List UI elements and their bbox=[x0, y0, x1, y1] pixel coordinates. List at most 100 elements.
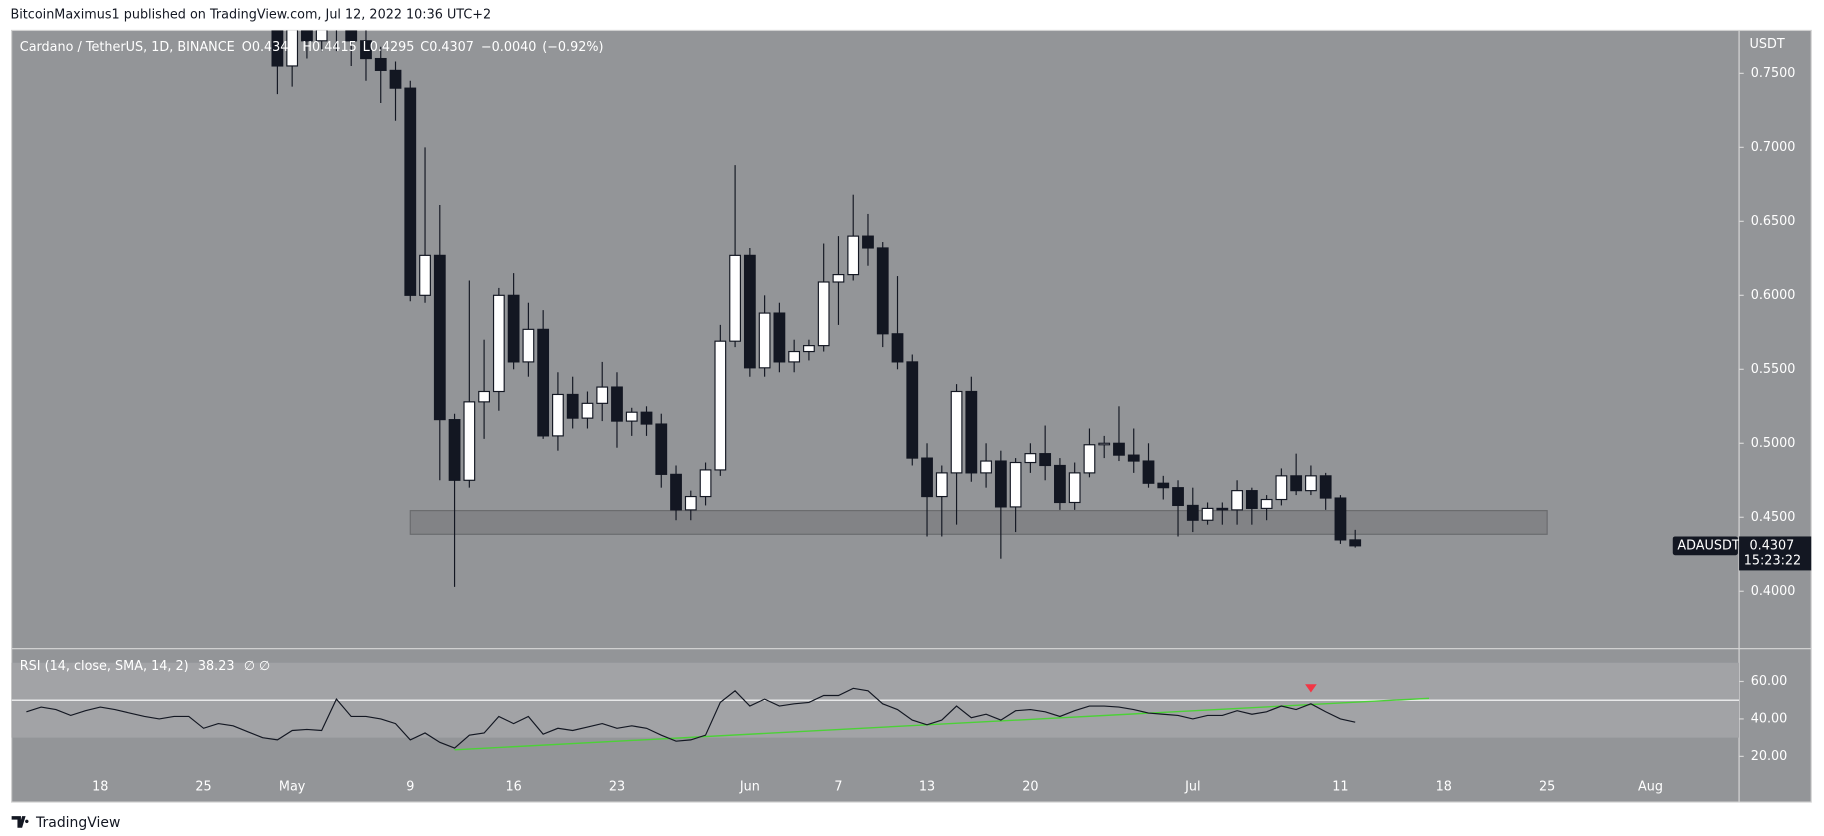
y-tick-label: 20.00 bbox=[1751, 749, 1788, 764]
brand: TradingView bbox=[11, 815, 120, 831]
candle-body bbox=[670, 473, 682, 511]
x-tick-label: 18 bbox=[1436, 779, 1452, 794]
candle-body bbox=[743, 254, 756, 369]
candle-body bbox=[566, 393, 579, 419]
y-tick-label: 0.4500 bbox=[1751, 510, 1796, 525]
candle-body bbox=[891, 333, 904, 363]
signal-marker bbox=[1305, 684, 1317, 693]
ohlc-letter: H bbox=[302, 39, 312, 54]
y-tick-label: 0.7000 bbox=[1751, 140, 1796, 155]
candle-body bbox=[803, 345, 815, 353]
candle-body bbox=[522, 328, 535, 363]
ohlc-letter: O bbox=[242, 39, 252, 54]
candle-body bbox=[788, 350, 801, 363]
x-tick-label: 7 bbox=[834, 779, 842, 794]
candle-body bbox=[537, 328, 550, 437]
candle-body bbox=[773, 312, 786, 363]
y-tick-label: 40.00 bbox=[1751, 711, 1788, 726]
candle-body bbox=[448, 419, 461, 481]
candle-body bbox=[699, 469, 712, 498]
candle-body bbox=[374, 57, 387, 71]
x-tick-label: 20 bbox=[1022, 779, 1038, 794]
candle-body bbox=[876, 247, 889, 335]
y-tick-label: 0.5000 bbox=[1751, 436, 1796, 451]
candle-body bbox=[921, 457, 933, 498]
candle-body bbox=[1113, 442, 1125, 456]
last-price-label: 0.4307 bbox=[1750, 538, 1795, 553]
candle-body bbox=[389, 69, 402, 89]
candle-body bbox=[1319, 475, 1332, 499]
x-tick-label: May bbox=[279, 779, 306, 794]
candle-body bbox=[817, 281, 830, 347]
rsi-value: 38.23 bbox=[198, 659, 235, 674]
candle-body bbox=[433, 254, 446, 421]
candle-body bbox=[478, 390, 490, 403]
candle-body bbox=[301, 30, 313, 42]
candle-body bbox=[980, 460, 992, 474]
legend: Cardano / TetherUS, 1D, BINANCE O0.4347 H0… bbox=[20, 39, 604, 54]
candle-body bbox=[1260, 498, 1273, 509]
ohlc-value: 0.4415 bbox=[312, 39, 357, 54]
candle-body bbox=[714, 340, 727, 471]
x-tick-label: Aug bbox=[1638, 779, 1663, 794]
y-tick-label: 0.4000 bbox=[1751, 584, 1796, 599]
x-tick-label: Jul bbox=[1184, 779, 1200, 794]
candle-body bbox=[315, 30, 328, 42]
ohlc-value: 0.4347 bbox=[252, 39, 297, 54]
trendline bbox=[454, 697, 1430, 751]
candle-body bbox=[1216, 507, 1229, 511]
candle-body bbox=[286, 30, 299, 67]
y-tick-label: 0.6000 bbox=[1751, 288, 1796, 303]
x-tick-label: 9 bbox=[406, 779, 414, 794]
change-pct: (−0.92%) bbox=[542, 39, 603, 54]
candle-body bbox=[1186, 504, 1199, 521]
candle-body bbox=[1172, 487, 1184, 507]
y-tick-label: 0.5500 bbox=[1751, 362, 1796, 377]
axis-unit: USDT bbox=[1750, 37, 1785, 52]
x-tick-label: 18 bbox=[92, 779, 108, 794]
x-tick-label: Jun bbox=[739, 779, 760, 794]
candle-body bbox=[906, 361, 919, 459]
candle-body bbox=[1201, 507, 1214, 521]
y-tick-label: 0.6500 bbox=[1751, 214, 1796, 229]
candle-body bbox=[640, 411, 653, 425]
support-zone bbox=[409, 510, 1548, 535]
candle-body bbox=[684, 495, 697, 511]
x-tick-label: 11 bbox=[1332, 779, 1348, 794]
candle-body bbox=[847, 235, 860, 276]
y-tick-label: 60.00 bbox=[1751, 674, 1788, 689]
rsi-pane bbox=[11, 662, 1740, 751]
last-price-box bbox=[1739, 536, 1812, 571]
candle-body bbox=[1349, 539, 1362, 547]
candle-body bbox=[862, 235, 874, 249]
price-pane bbox=[271, 30, 1548, 587]
brand-logo bbox=[11, 816, 29, 828]
publisher-line: BitcoinMaximus1 published on TradingView… bbox=[10, 8, 491, 23]
candle-body bbox=[581, 402, 594, 419]
candle-body bbox=[655, 423, 668, 475]
candle-body bbox=[463, 401, 476, 481]
candle-body bbox=[1083, 444, 1096, 474]
x-tick-label: 16 bbox=[505, 779, 521, 794]
rsi-title: RSI (14, close, SMA, 14, 2) bbox=[20, 659, 189, 674]
candle-body bbox=[1054, 464, 1066, 504]
x-tick-label: 23 bbox=[609, 779, 625, 794]
overlay: 0.4000 0.4500 0.5000 0.5500 0.6000 0.6500 0.70… bbox=[92, 66, 1812, 794]
symbol-title: Cardano / TetherUS, 1D, BINANCE bbox=[20, 39, 235, 54]
candle-body bbox=[935, 472, 948, 498]
candle-body bbox=[950, 390, 963, 474]
rsi-legend: RSI (14, close, SMA, 14, 2) 38.23 ∅ ∅ bbox=[20, 659, 270, 674]
candle-body bbox=[1127, 454, 1140, 462]
candle-body bbox=[596, 386, 609, 404]
candle-body bbox=[1245, 490, 1258, 509]
ohlc-value: 0.4307 bbox=[429, 39, 474, 54]
x-tick-label: 13 bbox=[919, 779, 935, 794]
candle-body bbox=[1142, 460, 1155, 484]
x-tick-label: 25 bbox=[1539, 779, 1555, 794]
rsi-extra: ∅ ∅ bbox=[244, 659, 270, 674]
symbol-label: ADAUSDT bbox=[1677, 538, 1739, 553]
candle-body bbox=[1231, 490, 1243, 511]
candle-body bbox=[271, 30, 284, 67]
candle-body bbox=[1009, 461, 1022, 508]
ohlc-value: 0.4295 bbox=[370, 39, 415, 54]
